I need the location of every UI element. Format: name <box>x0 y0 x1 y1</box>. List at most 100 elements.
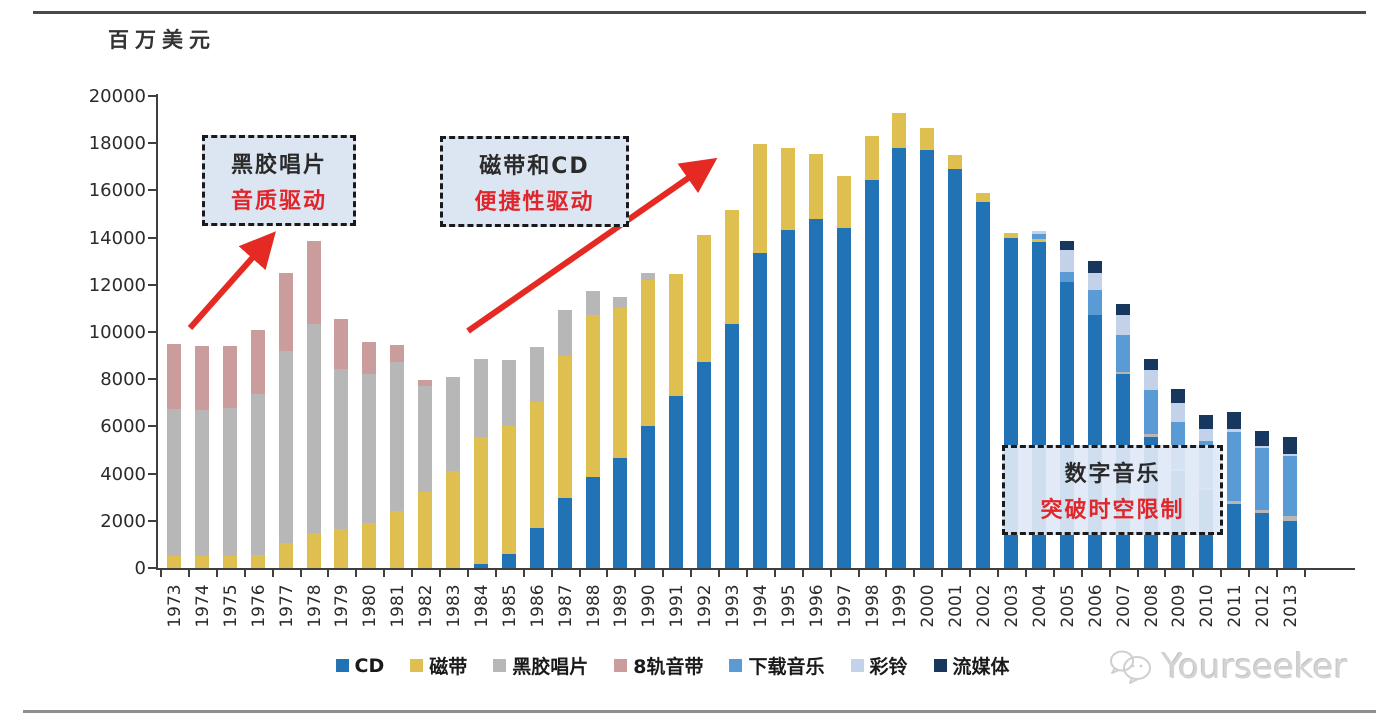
x-tick <box>997 570 1000 577</box>
y-tick <box>148 142 157 145</box>
bar-segment-2012 <box>1255 513 1270 568</box>
bar-segment-2007 <box>1115 335 1130 373</box>
y-tick <box>148 95 157 97</box>
bar-segment-1984 <box>473 564 488 568</box>
x-tick-label: 1991 <box>667 584 688 628</box>
x-tick <box>578 570 581 577</box>
bar-segment-1986 <box>529 528 544 568</box>
x-tick <box>1303 570 1306 577</box>
bar-segment-1974 <box>194 409 209 557</box>
bar-segment-1997 <box>836 176 851 228</box>
bar-segment-1980 <box>362 341 377 375</box>
x-tick-label: 1978 <box>304 584 325 628</box>
y-axis-unit-label: 百万美元 <box>108 27 216 52</box>
x-tick <box>187 570 190 577</box>
legend-label: 磁带 <box>429 656 468 678</box>
legend-swatch <box>933 659 947 672</box>
y-tick-label: 20000 <box>88 86 146 107</box>
bar-segment-1973 <box>167 556 181 568</box>
legend-item: 下载音乐 <box>729 652 825 679</box>
bar-segment-1996 <box>808 153 823 220</box>
bar-segment-2011 <box>1227 432 1242 501</box>
bar-segment-1973 <box>167 343 181 409</box>
y-tick-label: 18000 <box>88 133 146 155</box>
bar-segment-2006 <box>1087 289 1102 316</box>
x-tick-label: 1984 <box>471 584 492 628</box>
bar-segment-2011 <box>1227 412 1242 429</box>
bar-segment-1988 <box>585 290 600 315</box>
y-tick-label: 16000 <box>88 180 146 202</box>
y-tick-label: 10000 <box>88 322 146 343</box>
bar-segment-1979 <box>334 529 349 568</box>
y-tick <box>148 425 157 428</box>
x-tick-label: 2002 <box>974 584 995 628</box>
bar-segment-1978 <box>306 240 321 325</box>
bar-segment-1976 <box>250 555 265 568</box>
bar-segment-2002 <box>976 202 991 568</box>
legend-item: 彩铃 <box>850 652 908 679</box>
x-tick <box>466 570 469 577</box>
x-tick-label: 1974 <box>192 584 213 628</box>
bar-segment-1991 <box>669 395 684 568</box>
x-tick <box>271 570 274 577</box>
x-tick <box>1024 570 1027 577</box>
bar-segment-1977 <box>278 351 293 543</box>
x-tick <box>1220 570 1223 577</box>
y-tick <box>148 236 157 239</box>
bar-segment-1992 <box>697 234 712 362</box>
x-tick-label: 1997 <box>834 584 855 628</box>
y-tick <box>148 472 157 475</box>
x-tick <box>243 570 246 577</box>
x-tick-label: 1977 <box>276 584 297 628</box>
x-tick <box>829 570 832 577</box>
x-tick <box>1276 570 1279 577</box>
annotation-tape-cd-era-title: 磁带和CD <box>479 153 590 179</box>
bar-segment-1983 <box>446 376 460 472</box>
x-tick-label: 1995 <box>778 584 799 628</box>
x-tick <box>1052 570 1055 577</box>
annotation-vinyl-era: 黑胶唱片 音质驱动 <box>202 135 356 226</box>
legend-label: 流媒体 <box>952 656 1010 678</box>
bar-segment-1987 <box>557 356 572 498</box>
chat-bubbles-icon <box>1110 650 1151 684</box>
bar-segment-1989 <box>613 296 628 309</box>
trend-arrow-vinyl <box>187 231 276 330</box>
bar-segment-1979 <box>334 368 349 530</box>
bar-segment-1982 <box>418 385 433 493</box>
bar-segment-1984 <box>473 358 488 438</box>
x-tick <box>606 570 609 577</box>
x-tick-label: 1983 <box>444 584 464 628</box>
annotation-vinyl-era-subtitle: 音质驱动 <box>230 188 327 214</box>
x-tick-label: 1975 <box>220 584 241 628</box>
x-tick-label: 1973 <box>165 584 185 628</box>
top-divider <box>33 11 1366 14</box>
x-tick <box>1192 570 1195 577</box>
x-tick <box>1080 570 1083 577</box>
bar-segment-2012 <box>1255 509 1270 513</box>
bar-segment-1985 <box>501 425 516 554</box>
legend-item: 黑胶唱片 <box>493 652 588 679</box>
x-tick <box>411 570 414 577</box>
bar-segment-2011 <box>1227 504 1242 568</box>
annotation-digital-era: 数字音乐 突破时空限制 <box>1002 445 1223 535</box>
legend-label: 下载音乐 <box>748 656 825 678</box>
bar-segment-1999 <box>892 112 907 148</box>
bar-segment-1980 <box>362 522 377 568</box>
bar-segment-2004 <box>1031 238 1046 243</box>
bar-segment-1986 <box>529 347 544 403</box>
x-tick <box>969 570 972 577</box>
x-tick-label: 2007 <box>1113 584 1134 628</box>
x-tick-label: 2004 <box>1029 584 1050 628</box>
bar-segment-2008 <box>1143 389 1158 435</box>
bar-segment-1998 <box>864 180 879 568</box>
bar-segment-2000 <box>920 150 935 568</box>
bar-segment-2001 <box>948 169 963 568</box>
x-tick-label: 2012 <box>1253 584 1274 628</box>
bar-segment-2013 <box>1283 521 1297 568</box>
bar-segment-1978 <box>306 532 321 568</box>
legend-label: 彩铃 <box>869 656 908 678</box>
bar-segment-1990 <box>641 425 656 568</box>
bar-segment-1977 <box>278 273 293 352</box>
bar-segment-2010 <box>1199 428 1214 441</box>
